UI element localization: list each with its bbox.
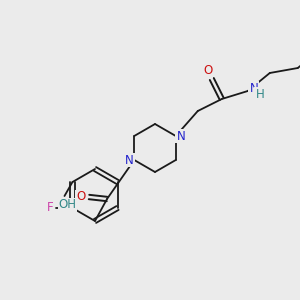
Text: H: H xyxy=(255,88,264,100)
Text: N: N xyxy=(176,130,185,142)
Text: N: N xyxy=(249,82,258,94)
Text: F: F xyxy=(47,202,54,214)
Text: N: N xyxy=(125,154,134,166)
Text: O: O xyxy=(76,190,85,203)
Text: O: O xyxy=(203,64,212,77)
Text: OH: OH xyxy=(58,199,76,212)
